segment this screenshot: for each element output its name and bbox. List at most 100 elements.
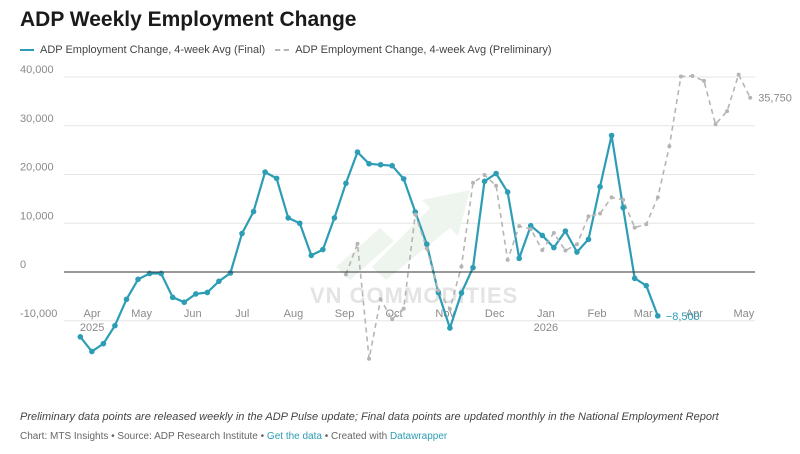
legend-label-preliminary: ADP Employment Change, 4-week Avg (Preli… [295, 44, 552, 56]
data-point-preliminary [540, 248, 545, 253]
y-tick-label: 40,000 [20, 64, 54, 76]
data-point-final [620, 204, 626, 211]
data-point-preliminary [343, 272, 348, 277]
data-point-final [331, 215, 338, 221]
data-point-final [227, 270, 234, 276]
data-point-final [585, 236, 592, 243]
data-point-final [250, 208, 257, 215]
data-point-preliminary [494, 183, 499, 188]
watermark-logo-arrow [372, 190, 470, 280]
data-point-preliminary [563, 248, 568, 253]
data-point-final [389, 162, 395, 169]
data-point-final [100, 340, 107, 347]
data-point-final [574, 249, 580, 255]
data-point-preliminary [378, 297, 383, 302]
legend-swatch-preliminary [275, 49, 290, 51]
x-tick-label: May [733, 308, 754, 320]
datawrapper-link[interactable]: Datawrapper [389, 431, 448, 442]
data-point-preliminary [505, 257, 510, 262]
data-point-preliminary [355, 241, 360, 246]
y-tick-label: 30,000 [20, 113, 54, 125]
data-point-final [608, 132, 615, 139]
data-point-preliminary [551, 231, 556, 235]
data-point-final [273, 175, 280, 182]
legend-item-final: ADP Employment Change, 4-week Avg (Final… [20, 44, 265, 56]
data-point-final [562, 228, 569, 234]
data-point-final [527, 222, 534, 229]
data-point-preliminary [736, 72, 741, 77]
data-point-final [77, 334, 84, 340]
data-point-final [320, 246, 326, 253]
legend-label-final: ADP Employment Change, 4-week Avg (Final… [40, 44, 266, 56]
x-tick-label: Sep [335, 308, 355, 320]
data-point-preliminary [667, 144, 672, 149]
data-point-preliminary [609, 195, 614, 200]
data-point-preliminary [517, 224, 522, 229]
data-point-final [493, 170, 499, 177]
data-point-final [308, 252, 315, 259]
data-point-preliminary [528, 227, 533, 232]
data-point-preliminary [459, 264, 464, 269]
data-point-preliminary [621, 197, 626, 202]
data-point-final [597, 183, 603, 190]
data-point-final [354, 149, 361, 155]
data-point-final [470, 264, 476, 271]
end-label-preliminary: 35,750 [758, 93, 792, 105]
data-point-preliminary [413, 212, 418, 217]
data-point-preliminary [424, 246, 429, 251]
legend: ADP Employment Change, 4-week Avg (Final… [20, 44, 552, 56]
data-point-final [539, 232, 546, 239]
x-tick-label: Oct [385, 308, 402, 320]
legend-item-preliminary: ADP Employment Change, 4-week Avg (Preli… [275, 44, 552, 56]
footnote: Preliminary data points are released wee… [20, 411, 719, 423]
legend-swatch-final [20, 49, 34, 51]
data-point-preliminary [713, 122, 718, 127]
data-point-final [551, 244, 557, 251]
data-point-preliminary [702, 78, 706, 83]
data-point-final [481, 178, 488, 185]
get-the-data-link[interactable]: Get the data [266, 431, 322, 442]
data-point-final [285, 215, 292, 221]
data-point-preliminary [725, 109, 730, 114]
x-tick-label: May [131, 308, 152, 320]
data-point-final [135, 276, 141, 283]
watermark-logo-stroke [336, 228, 394, 280]
data-point-final [643, 282, 650, 289]
data-point-final [504, 189, 511, 195]
x-year-label: 2025 [80, 322, 104, 334]
chart-title: ADP Weekly Employment Change [20, 8, 357, 31]
y-tick-label: 0 [20, 259, 26, 271]
data-point-final [193, 291, 199, 297]
data-point-preliminary [586, 214, 591, 219]
data-point-final [169, 294, 176, 301]
data-point-preliminary [632, 225, 637, 230]
y-tick-label: 10,000 [20, 210, 54, 222]
credits-mid: • Created with [324, 431, 388, 442]
y-tick-label: -10,000 [20, 308, 57, 320]
data-point-preliminary [574, 242, 579, 247]
x-tick-label: Jul [235, 308, 249, 320]
end-label-final: −8,500 [666, 311, 700, 323]
data-point-final [366, 160, 372, 167]
x-tick-label: Apr [84, 308, 101, 320]
x-tick-label: Aug [284, 308, 304, 320]
data-point-preliminary [482, 172, 487, 177]
x-year-label: 2026 [534, 322, 558, 334]
data-point-preliminary [678, 74, 683, 79]
data-point-final [447, 325, 453, 331]
data-point-final [89, 348, 95, 355]
data-point-final [262, 169, 268, 175]
data-point-preliminary [748, 95, 753, 100]
data-point-final [296, 220, 303, 227]
credits-prefix: Chart: MTS Insights • Source: ADP Resear… [20, 431, 265, 442]
x-tick-label: Jun [184, 308, 202, 320]
data-point-preliminary [598, 211, 603, 216]
data-point-final [377, 161, 384, 168]
data-point-final [204, 289, 211, 296]
data-point-final [343, 180, 349, 187]
data-point-preliminary [447, 307, 452, 312]
data-point-preliminary [644, 222, 649, 227]
data-point-preliminary [690, 74, 695, 79]
x-tick-label: Feb [588, 308, 607, 320]
data-point-final [123, 296, 130, 303]
